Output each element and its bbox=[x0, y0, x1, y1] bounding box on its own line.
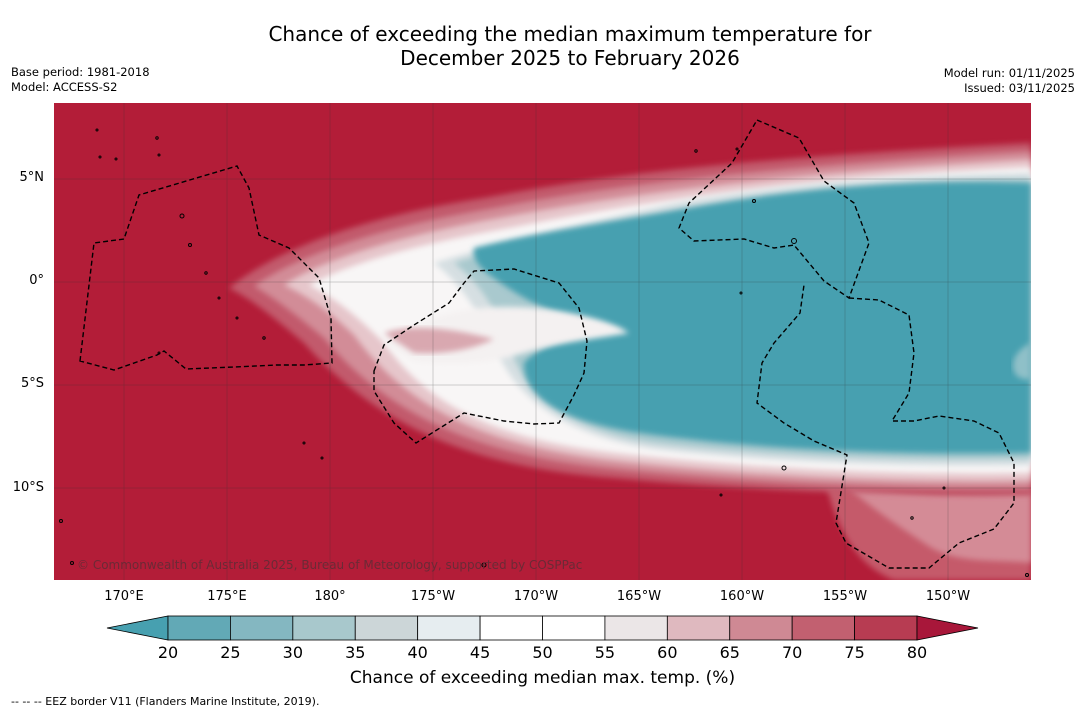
colorbar bbox=[106, 615, 979, 641]
colorbar-tick: 50 bbox=[532, 643, 553, 662]
chart-title: Chance of exceeding the median maximum t… bbox=[0, 22, 1085, 70]
lon-label-180: 180° bbox=[314, 589, 346, 604]
title-line-2: December 2025 to February 2026 bbox=[400, 46, 740, 70]
colorbar-tick: 80 bbox=[906, 643, 928, 662]
lat-label-10s: 10°S bbox=[12, 480, 44, 495]
colorbar-high-extend bbox=[916, 615, 979, 641]
copyright-notice: © Commonwealth of Australia 2025, Bureau… bbox=[77, 558, 583, 572]
eez-borders bbox=[79, 119, 1015, 569]
colorbar-tick: 70 bbox=[781, 643, 803, 662]
colorbar-segment bbox=[604, 615, 668, 641]
colorbar-tick: 55 bbox=[594, 643, 616, 662]
colorbar-tick: 30 bbox=[282, 643, 303, 662]
lat-label-5s: 5°S bbox=[20, 376, 44, 391]
colorbar-tick: 60 bbox=[657, 643, 678, 662]
colorbar-segment bbox=[791, 615, 855, 641]
colorbar-segment bbox=[479, 615, 543, 641]
eez-border-east-lower bbox=[756, 284, 1015, 569]
colorbar-segment bbox=[417, 615, 481, 641]
lon-label-160w: 160°W bbox=[719, 589, 765, 604]
colorbar-segment bbox=[666, 615, 731, 641]
islands bbox=[59, 128, 1029, 577]
eez-border-central bbox=[373, 268, 588, 444]
colorbar-tick: 45 bbox=[469, 643, 491, 662]
colorbar-segment bbox=[167, 615, 231, 641]
cool-core bbox=[473, 182, 1031, 454]
colorbar-tick: 65 bbox=[719, 643, 740, 662]
southern-band-inner bbox=[844, 483, 1031, 563]
lat-label-5n: 5°N bbox=[19, 170, 45, 185]
colorbar-segment bbox=[854, 615, 918, 641]
title-line-1: Chance of exceeding the median maximum t… bbox=[268, 22, 872, 46]
base-period: Base period: 1981-2018 bbox=[11, 65, 150, 79]
meta-left: Base period: 1981-2018 Model: ACCESS-S2 bbox=[11, 65, 150, 94]
colorbar-segment bbox=[230, 615, 294, 641]
colorbar-tick: 25 bbox=[220, 643, 241, 662]
lon-label-170w: 170°W bbox=[513, 589, 559, 604]
eez-footnote: -- -- -- EEZ border V11 (Flanders Marine… bbox=[11, 695, 320, 708]
lon-label-175w: 175°W bbox=[410, 589, 456, 604]
colorbar-tick: 20 bbox=[157, 643, 179, 662]
eez-border-west bbox=[79, 165, 333, 371]
issued-date: Issued: 03/11/2025 bbox=[964, 80, 1075, 95]
colorbar-segment bbox=[729, 615, 793, 641]
graticule bbox=[54, 103, 1031, 580]
lon-label-175e: 175°E bbox=[207, 589, 247, 604]
colorbar-segment bbox=[354, 615, 419, 641]
lon-label-155w: 155°W bbox=[822, 589, 868, 604]
model-run-date: Model run: 01/11/2025 bbox=[943, 66, 1075, 80]
colorbar-tick: 35 bbox=[345, 643, 366, 662]
colorbar-segment bbox=[542, 615, 606, 641]
lon-label-170e: 170°E bbox=[104, 589, 144, 604]
pink-streak bbox=[384, 327, 494, 354]
colorbar-low-extend bbox=[106, 615, 169, 641]
colorbar-tick: 75 bbox=[844, 643, 865, 662]
colorbar-label: Chance of exceeding median max. temp. (%… bbox=[349, 668, 736, 688]
east-bulge bbox=[1012, 343, 1031, 380]
eez-border-east-upper bbox=[678, 119, 870, 300]
colorbar-segment bbox=[292, 615, 356, 641]
colorbar-tick: 40 bbox=[407, 643, 428, 662]
lon-label-165w: 165°W bbox=[616, 589, 662, 604]
forecast-map bbox=[54, 103, 1031, 580]
lat-label-0: 0° bbox=[29, 273, 44, 288]
meta-right: Model run: 01/11/2025 Issued: 03/11/2025 bbox=[944, 66, 1075, 95]
lon-label-150w: 150°W bbox=[925, 589, 971, 604]
model-name: Model: ACCESS-S2 bbox=[11, 79, 118, 94]
